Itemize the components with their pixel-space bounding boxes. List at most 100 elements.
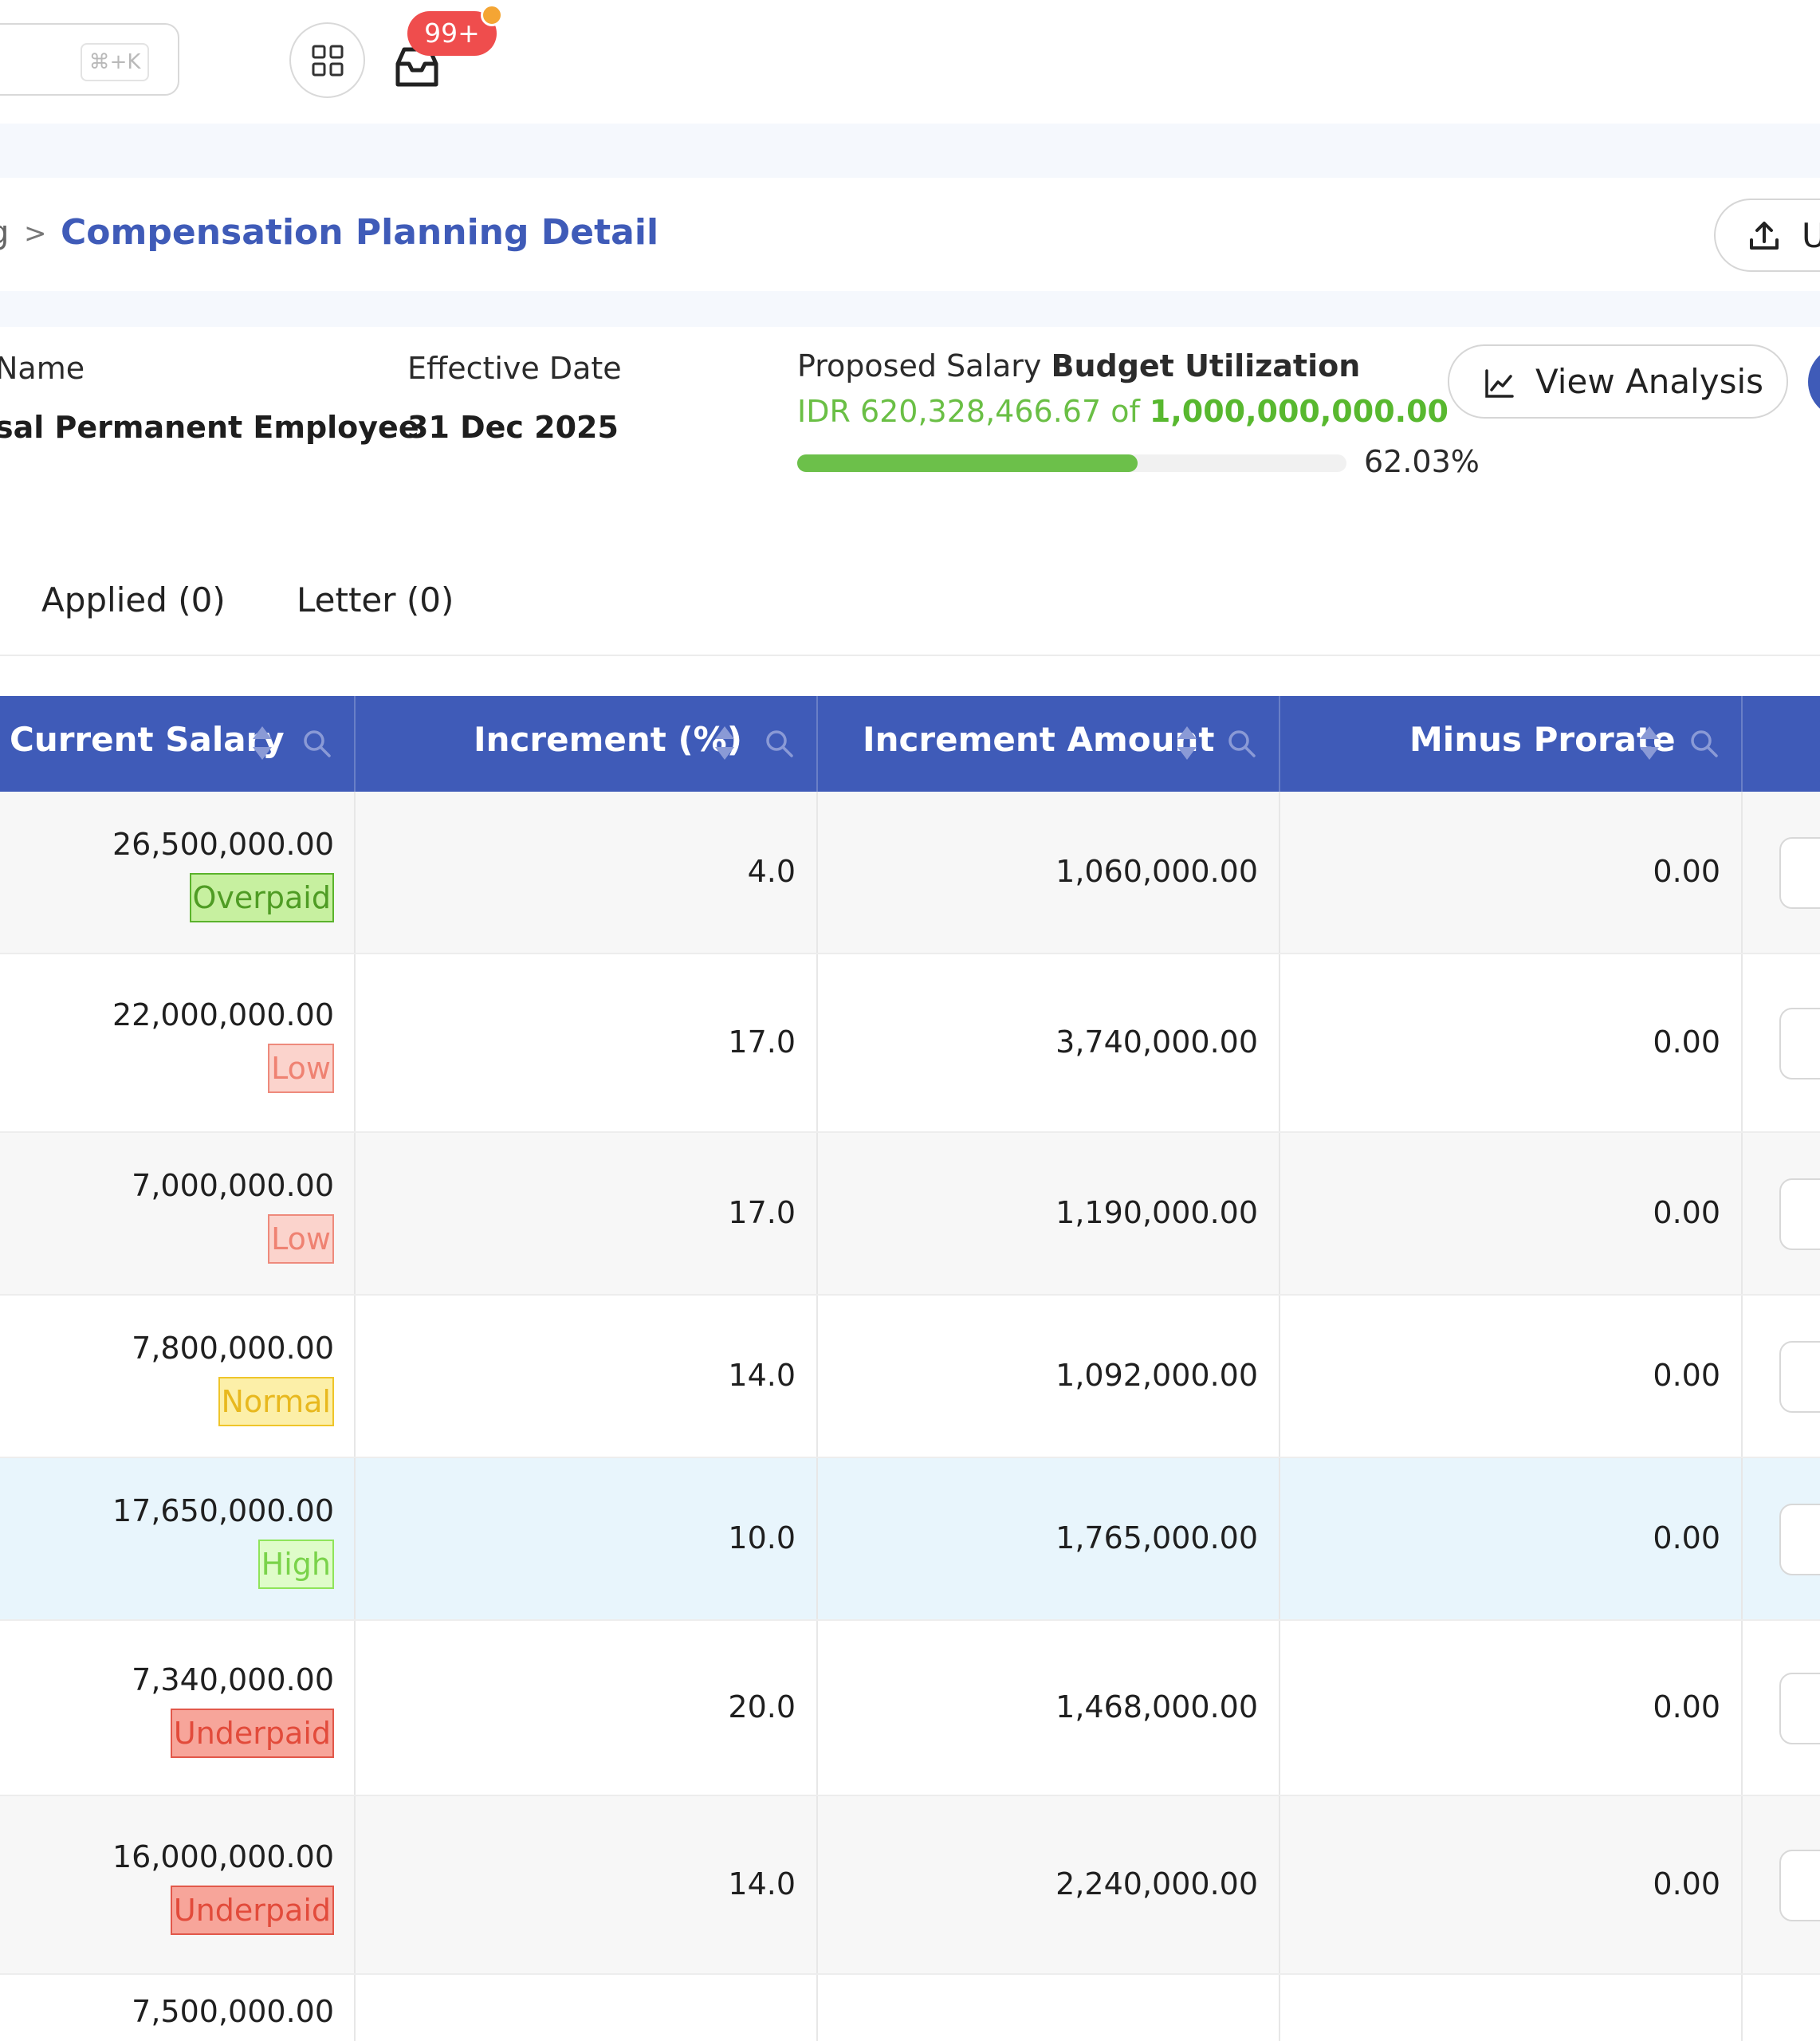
upload-button[interactable]: U [1714, 199, 1820, 272]
cell-divider [1741, 1621, 1743, 1795]
section-spacer [0, 291, 1820, 327]
cell-divider [354, 1621, 356, 1795]
cell-divider [1741, 954, 1743, 1131]
inbox-button[interactable] [393, 40, 441, 91]
line-chart-icon [1485, 369, 1514, 398]
global-search-input[interactable]: ⌘+K [0, 23, 179, 96]
column-header-minus-prorate: Minus Prorate [1280, 696, 1741, 792]
current-salary-value: 22,000,000.00 [112, 997, 334, 1032]
table-row[interactable]: 17,650,000.00 High 10.0 1,765,000.00 0.00 [0, 1458, 1820, 1621]
column-header-increment-pct: Increment (%) [356, 696, 816, 792]
row-action-input[interactable] [1779, 837, 1820, 909]
salary-position-tag: Low [268, 1214, 334, 1264]
cell-divider [816, 1975, 818, 2041]
search-icon[interactable] [301, 728, 333, 760]
table-row[interactable]: 7,340,000.00 Underpaid 20.0 1,468,000.00 0.0… [0, 1621, 1820, 1796]
increment-amount-value: 1,190,000.00 [1055, 1195, 1258, 1230]
table-row[interactable]: 7,500,000.00 [0, 1975, 1820, 2041]
row-action-input[interactable] [1779, 1504, 1820, 1575]
cell-divider [1279, 1458, 1280, 1619]
table-header: Current Salary Increment (%) Increment A… [0, 696, 1820, 792]
cell-divider [1741, 1296, 1743, 1457]
table-row[interactable]: 7,000,000.00 Low 17.0 1,190,000.00 0.00 [0, 1133, 1820, 1296]
plan-summary: Name sal Permanent Employee Effective Da… [0, 327, 1820, 656]
minus-prorate-value: 0.00 [1653, 854, 1720, 889]
row-action-input[interactable] [1779, 1673, 1820, 1744]
view-analysis-button[interactable]: View Analysis [1448, 344, 1788, 419]
apps-grid-button[interactable] [289, 22, 365, 98]
increment-amount-value: 1,060,000.00 [1055, 854, 1258, 889]
increment-pct-value: 4.0 [747, 854, 796, 889]
minus-prorate-value: 0.00 [1653, 1520, 1720, 1555]
cell-divider [1279, 1796, 1280, 1973]
column-divider [1279, 696, 1280, 792]
cell-divider [1279, 792, 1280, 953]
salary-position-tag: Overpaid [189, 873, 334, 922]
column-divider [354, 696, 356, 792]
column-divider [816, 696, 818, 792]
cell-divider [1741, 792, 1743, 953]
current-salary-value: 16,000,000.00 [112, 1839, 334, 1874]
column-label: Increment Amount [863, 720, 1215, 759]
sort-icon[interactable] [713, 722, 737, 765]
cell-divider [816, 1133, 818, 1294]
column-header-increment-amount: Increment Amount [818, 696, 1279, 792]
sort-icon[interactable] [1637, 722, 1661, 765]
column-divider [1741, 696, 1743, 792]
row-action-input[interactable] [1779, 1850, 1820, 1921]
primary-action-button[interactable] [1808, 346, 1820, 418]
search-icon[interactable] [1226, 728, 1258, 760]
minus-prorate-value: 0.00 [1653, 1358, 1720, 1393]
inbox-icon [395, 47, 438, 87]
sort-icon[interactable] [1175, 722, 1199, 765]
grid-icon [312, 45, 343, 76]
top-bar: ⌘+K 99+ [0, 0, 1820, 124]
tab-letter[interactable]: Letter (0) [297, 580, 454, 619]
increment-pct-value: 14.0 [728, 1866, 796, 1901]
breadcrumb: g > Compensation Planning Detail U [0, 178, 1820, 291]
current-salary-value: 17,650,000.00 [112, 1493, 334, 1528]
page-title: Compensation Planning Detail [61, 212, 659, 253]
cell-divider [354, 1296, 356, 1457]
current-salary-value: 7,800,000.00 [132, 1331, 334, 1366]
tab-applied[interactable]: Applied (0) [41, 580, 226, 619]
cell-divider [816, 1458, 818, 1619]
minus-prorate-value: 0.00 [1653, 1195, 1720, 1230]
increment-pct-value: 10.0 [728, 1520, 796, 1555]
name-label: Name [0, 351, 85, 386]
effective-date-value: 31 Dec 2025 [407, 410, 619, 445]
search-icon[interactable] [1688, 728, 1720, 760]
cell-divider [816, 1796, 818, 1973]
sort-icon[interactable] [250, 722, 274, 765]
row-action-input[interactable] [1779, 1178, 1820, 1250]
cell-divider [1279, 1621, 1280, 1795]
cell-divider [1279, 1133, 1280, 1294]
budget-progress-bar [797, 454, 1346, 472]
minus-prorate-value: 0.00 [1653, 1024, 1720, 1060]
increment-pct-value: 17.0 [728, 1195, 796, 1230]
salary-position-tag: Low [268, 1044, 334, 1093]
row-action-input[interactable] [1779, 1341, 1820, 1413]
budget-used: IDR 620,328,466.67 of [797, 394, 1150, 429]
table-row[interactable]: 7,800,000.00 Normal 14.0 1,092,000.00 0.00 [0, 1296, 1820, 1458]
breadcrumb-previous-link[interactable]: g [0, 214, 9, 251]
table-row[interactable]: 22,000,000.00 Low 17.0 3,740,000.00 0.00 [0, 954, 1820, 1133]
budget-label-prefix: Proposed Salary [797, 348, 1052, 383]
cell-divider [1741, 1133, 1743, 1294]
cell-divider [354, 1796, 356, 1973]
salary-position-tag: High [257, 1540, 334, 1589]
minus-prorate-value: 0.00 [1653, 1866, 1720, 1901]
minus-prorate-value: 0.00 [1653, 1689, 1720, 1724]
cell-divider [354, 954, 356, 1131]
cell-divider [354, 1133, 356, 1294]
table-row[interactable]: 16,000,000.00 Underpaid 14.0 2,240,000.00 0.… [0, 1796, 1820, 1975]
cell-divider [354, 1458, 356, 1619]
effective-date-label: Effective Date [407, 351, 622, 386]
search-icon[interactable] [764, 728, 796, 760]
column-label: Minus Prorate [1409, 720, 1676, 759]
cell-divider [816, 954, 818, 1131]
row-action-input[interactable] [1779, 1008, 1820, 1079]
upload-button-label: U [1802, 216, 1820, 255]
search-shortcut-hint: ⌘+K [81, 43, 149, 81]
table-row[interactable]: 26,500,000.00 Overpaid 4.0 1,060,000.00 0.00 [0, 792, 1820, 954]
